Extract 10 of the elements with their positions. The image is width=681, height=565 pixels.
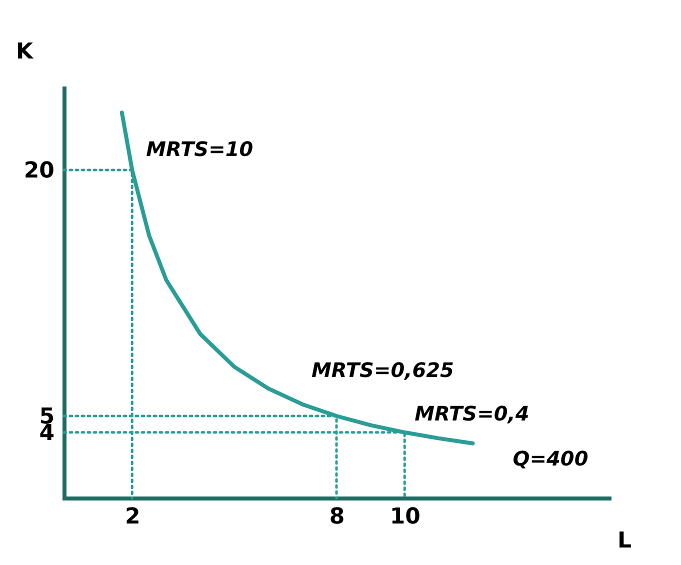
annotation: MRTS=0,625: [312, 358, 454, 382]
y-tick-label: 20: [24, 158, 54, 184]
x-tick-label: 8: [329, 504, 345, 530]
annotation: MRTS=0,4: [414, 401, 530, 426]
x-axis-title: L: [617, 528, 632, 554]
y-axis-title: K: [16, 40, 34, 64]
x-tick-label: 2: [124, 504, 140, 530]
annotation: MRTS=10: [146, 137, 254, 161]
x-tick-label: 10: [390, 504, 420, 530]
annotation: Q=400: [512, 446, 588, 470]
